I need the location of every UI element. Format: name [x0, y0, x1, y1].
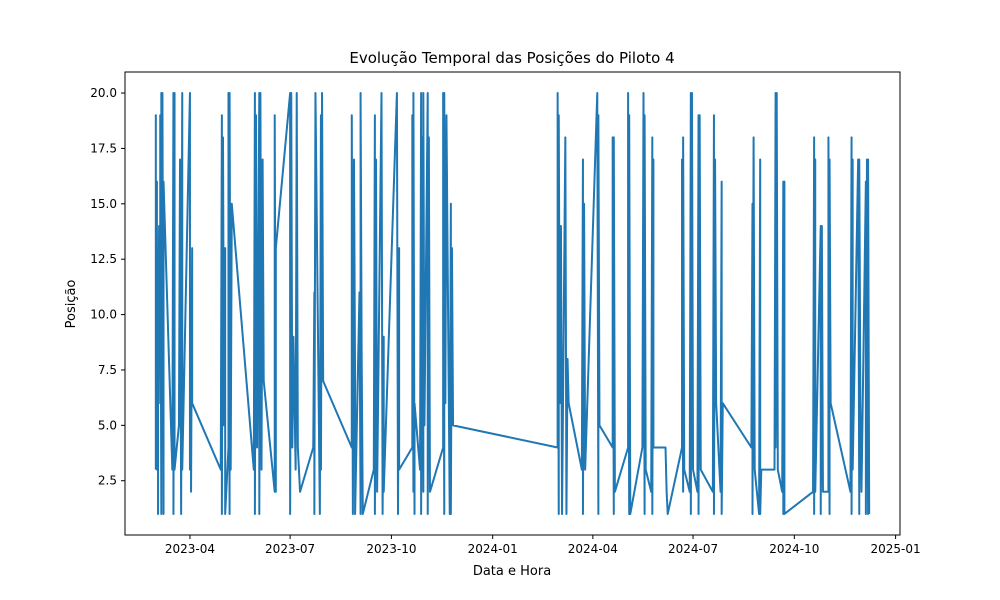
x-tick-label: 2024-10: [769, 542, 819, 556]
y-tick-label: 20.0: [90, 86, 117, 100]
series-line-0: [154, 92, 871, 515]
x-axis: 2023-04 2023-07 2023-10 2024-01 2024-04 2024-…: [165, 535, 921, 556]
x-tick-label: 2024-04: [568, 542, 618, 556]
y-tick-label: 17.5: [90, 141, 117, 155]
y-axis-label: Posição: [64, 280, 79, 329]
y-tick-label: 15.0: [90, 197, 117, 211]
y-axis: 2.5 5.0 7.5 10.0 12.5 15.0 17.5 20.0: [90, 86, 125, 488]
x-tick-label: 2023-10: [366, 542, 416, 556]
y-tick-label: 10.0: [90, 308, 117, 322]
x-tick-label: 2023-07: [265, 542, 315, 556]
x-tick-label: 2024-01: [468, 542, 518, 556]
y-tick-label: 2.5: [98, 474, 117, 488]
y-tick-label: 5.0: [98, 418, 117, 432]
x-tick-label: 2023-04: [165, 542, 215, 556]
y-tick-label: 7.5: [98, 363, 117, 377]
x-axis-label: Data e Hora: [473, 564, 551, 579]
axes-frame: [124, 71, 901, 536]
x-tick-label: 2025-01: [871, 542, 921, 556]
chart-title: Evolução Temporal das Posições do Piloto…: [349, 49, 674, 67]
plot-area: [154, 92, 871, 515]
y-tick-label: 12.5: [90, 252, 117, 266]
x-tick-label: 2024-07: [668, 542, 718, 556]
